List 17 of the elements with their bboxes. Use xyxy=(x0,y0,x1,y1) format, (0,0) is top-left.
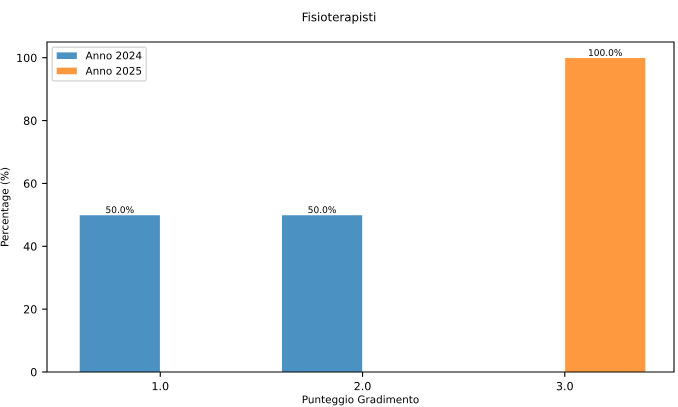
y-tick-label: 20 xyxy=(24,305,37,314)
x-axis-title: Punteggio Gradimento xyxy=(302,395,419,406)
x-tick-label: 1.0 xyxy=(152,382,168,390)
legend-label: Anno 2024 xyxy=(86,52,142,60)
x-tick-label: 3.0 xyxy=(556,382,573,390)
y-tick-label: 40 xyxy=(24,242,37,251)
data-label: 100.0% xyxy=(589,49,622,56)
data-label: 50.0% xyxy=(106,206,134,214)
legend-label: Anno 2025 xyxy=(86,66,142,75)
y-tick-label: 60 xyxy=(24,179,37,188)
data-label: 50.0% xyxy=(308,206,336,214)
y-tick-label: 100 xyxy=(17,54,37,62)
x-tick-label: 2.0 xyxy=(354,382,371,390)
y-tick-label: 80 xyxy=(24,116,37,125)
y-tick-label: 0 xyxy=(30,368,37,376)
y-axis-title: Percentage (%) xyxy=(0,168,11,246)
chart-title: Fisioterapisti xyxy=(302,12,376,24)
